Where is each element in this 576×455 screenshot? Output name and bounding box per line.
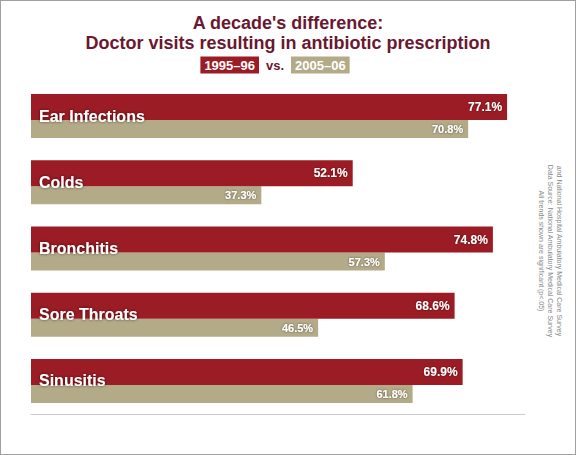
svg-text:Ear Infections: Ear Infections: [39, 108, 145, 125]
svg-text:Sinusitis: Sinusitis: [39, 372, 106, 389]
svg-text:1995–96: 1995–96: [204, 58, 255, 73]
svg-text:52.1%: 52.1%: [314, 166, 348, 180]
svg-text:68.6%: 68.6%: [416, 299, 450, 313]
svg-text:A decade's difference:: A decade's difference:: [193, 13, 384, 33]
svg-text:vs.: vs.: [266, 58, 284, 73]
svg-text:57.3%: 57.3%: [349, 256, 380, 268]
svg-text:Doctor visits resulting in ant: Doctor visits resulting in antibiotic pr…: [85, 33, 490, 53]
svg-text:37.3%: 37.3%: [225, 189, 256, 201]
svg-text:70.8%: 70.8%: [432, 123, 463, 135]
svg-text:61.8%: 61.8%: [376, 388, 407, 400]
svg-text:Data Source: National Ambulato: Data Source: National Ambulatory Medical…: [546, 165, 554, 338]
svg-text:All trends shown are significa: All trends shown are significant (p<.05): [537, 191, 545, 312]
svg-text:2005–06: 2005–06: [295, 58, 346, 73]
svg-text:69.9%: 69.9%: [424, 365, 458, 379]
svg-text:Colds: Colds: [39, 174, 84, 191]
svg-text:46.5%: 46.5%: [282, 322, 313, 334]
svg-text:Bronchitis: Bronchitis: [39, 240, 118, 257]
svg-text:and National Hospital Ambulato: and National Hospital Ambulatory Medical…: [555, 166, 563, 337]
svg-text:74.8%: 74.8%: [454, 233, 488, 247]
svg-text:Sore Throats: Sore Throats: [39, 306, 138, 323]
svg-text:77.1%: 77.1%: [468, 100, 502, 114]
